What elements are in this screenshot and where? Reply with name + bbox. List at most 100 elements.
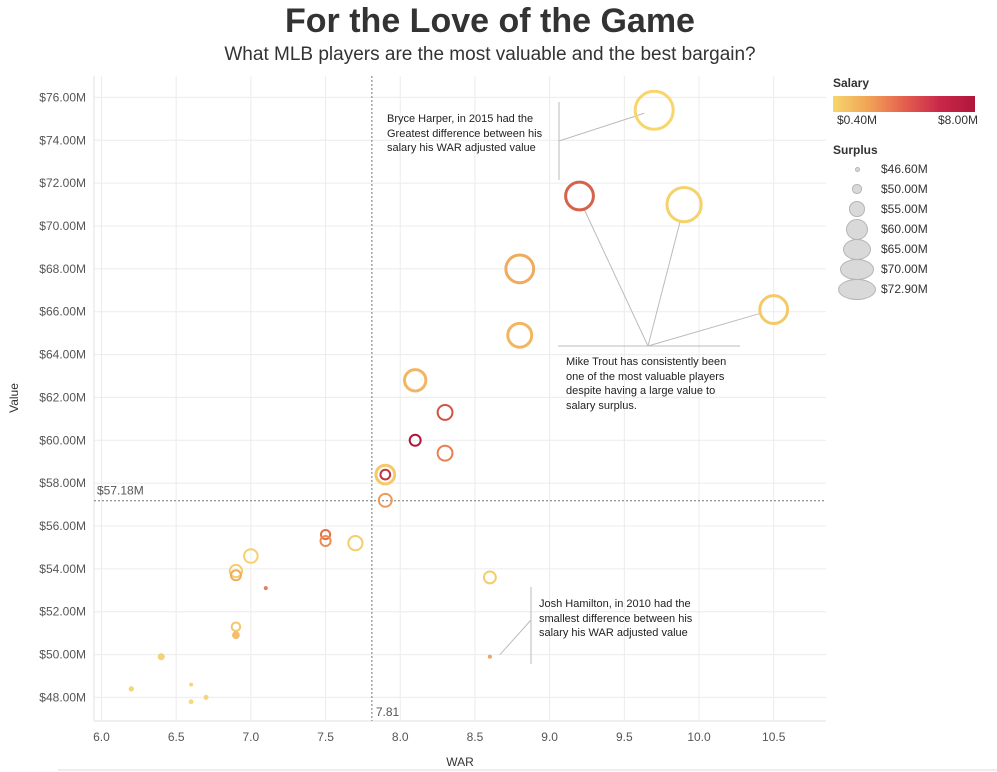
size-circle bbox=[854, 166, 860, 172]
data-point bbox=[243, 548, 259, 564]
surplus-legend-label: $46.60M bbox=[881, 162, 928, 176]
data-point bbox=[403, 368, 428, 393]
size-circle bbox=[849, 201, 865, 217]
data-point bbox=[758, 294, 790, 325]
y-tick-label: $68.00M bbox=[39, 262, 86, 276]
data-point bbox=[229, 569, 242, 582]
salary-color-scale bbox=[833, 96, 975, 112]
surplus-legend-item: $46.60M bbox=[833, 159, 993, 179]
data-point bbox=[504, 253, 536, 285]
x-axis-title: WAR bbox=[446, 755, 474, 769]
data-point bbox=[263, 586, 268, 591]
data-point bbox=[319, 528, 332, 541]
y-axis-title: Value bbox=[7, 383, 21, 413]
data-point bbox=[482, 570, 497, 585]
data-point bbox=[228, 563, 244, 579]
y-tick-label: $56.00M bbox=[39, 519, 86, 533]
y-tick-label: $48.00M bbox=[39, 690, 86, 704]
data-point bbox=[203, 694, 209, 700]
y-tick-label: $58.00M bbox=[39, 476, 86, 490]
surplus-legend-swatch bbox=[833, 201, 881, 217]
x-tick-label: 9.5 bbox=[616, 730, 633, 744]
salary-scale-labels: $0.40M $8.00M bbox=[833, 113, 978, 127]
annotation-harper: Bryce Harper, in 2015 had the Greatest d… bbox=[387, 113, 543, 154]
data-points bbox=[128, 89, 790, 705]
data-point bbox=[189, 682, 194, 687]
trout-leader-3 bbox=[647, 313, 760, 347]
legend: Salary $0.40M $8.00M Surplus $46.60M $50.… bbox=[833, 76, 993, 300]
harper-leader bbox=[558, 112, 645, 142]
surplus-legend-label: $72.90M bbox=[881, 282, 928, 296]
y-tick-label: $62.00M bbox=[39, 390, 86, 404]
y-tick-label: $70.00M bbox=[39, 219, 86, 233]
size-circle bbox=[842, 238, 872, 260]
size-circle bbox=[839, 258, 875, 280]
y-tick-label: $60.00M bbox=[39, 433, 86, 447]
y-tick-label: $52.00M bbox=[39, 605, 86, 619]
y-tick-label: $66.00M bbox=[39, 305, 86, 319]
surplus-legend-swatch bbox=[833, 238, 881, 260]
data-point bbox=[347, 535, 364, 552]
y-tick-label: $76.00M bbox=[39, 90, 86, 104]
chart-title: For the Love of the Game bbox=[285, 2, 695, 40]
data-point bbox=[436, 444, 454, 462]
surplus-legend-swatch bbox=[833, 184, 881, 194]
surplus-size-legend: $46.60M $50.00M $55.00M $60.00M $65.00M $70.0… bbox=[833, 159, 993, 300]
data-point bbox=[379, 468, 392, 481]
surplus-legend-swatch bbox=[833, 278, 881, 300]
reference-lines: 7.81 $57.18M bbox=[94, 76, 826, 721]
data-point bbox=[633, 89, 675, 131]
trout-leader-1 bbox=[584, 209, 649, 347]
surplus-legend-item: $55.00M bbox=[833, 199, 993, 219]
salary-legend-title: Salary bbox=[833, 76, 870, 90]
surplus-legend-label: $50.00M bbox=[881, 182, 928, 196]
x-tick-label: 7.0 bbox=[243, 730, 260, 744]
chart-subtitle: What MLB players are the most valuable a… bbox=[224, 44, 756, 65]
y-tick-label: $72.00M bbox=[39, 176, 86, 190]
data-point bbox=[374, 463, 397, 486]
axes: $48.00M $50.00M $52.00M $54.00M $56.00M $58.0… bbox=[7, 90, 786, 769]
data-point bbox=[564, 180, 595, 212]
surplus-legend-label: $70.00M bbox=[881, 262, 928, 276]
surplus-legend-item: $65.00M bbox=[833, 238, 993, 260]
x-tick-label: 9.0 bbox=[541, 730, 558, 744]
y-tick-label: $64.00M bbox=[39, 348, 86, 362]
salary-max-label: $8.00M bbox=[937, 113, 978, 127]
size-circle bbox=[846, 218, 868, 240]
data-point bbox=[157, 653, 165, 661]
y-tick-label: $74.00M bbox=[39, 133, 86, 147]
surplus-legend-swatch bbox=[833, 166, 881, 172]
data-point bbox=[377, 492, 393, 508]
trout-leader-2 bbox=[647, 221, 681, 347]
x-tick-label: 8.0 bbox=[392, 730, 409, 744]
surplus-legend-label: $65.00M bbox=[881, 242, 928, 256]
surplus-legend-item: $70.00M bbox=[833, 258, 993, 280]
surplus-legend-label: $55.00M bbox=[881, 202, 928, 216]
size-circle bbox=[838, 278, 876, 300]
data-point bbox=[128, 686, 135, 692]
data-point bbox=[408, 433, 422, 447]
data-point bbox=[506, 321, 534, 349]
size-circle bbox=[852, 184, 862, 194]
surplus-legend-swatch bbox=[833, 258, 881, 280]
annotation-leader-lines bbox=[499, 102, 760, 664]
data-point bbox=[232, 631, 240, 640]
surplus-legend-swatch bbox=[833, 218, 881, 240]
grid bbox=[58, 76, 997, 771]
salary-min-label: $0.40M bbox=[837, 113, 878, 127]
data-point bbox=[230, 621, 242, 632]
x-tick-label: 10.5 bbox=[762, 730, 786, 744]
surplus-legend-title: Surplus bbox=[833, 143, 878, 157]
data-point bbox=[436, 403, 454, 421]
annotation-trout: Mike Trout has consistently been one of … bbox=[566, 356, 727, 412]
y-tick-label: $50.00M bbox=[39, 648, 86, 662]
x-tick-label: 7.5 bbox=[317, 730, 334, 744]
x-tick-label: 8.5 bbox=[467, 730, 484, 744]
surplus-legend-item: $50.00M bbox=[833, 179, 993, 199]
surplus-legend-item: $72.90M bbox=[833, 278, 993, 300]
x-tick-label: 6.5 bbox=[168, 730, 185, 744]
data-point bbox=[665, 185, 703, 224]
y-tick-label: $54.00M bbox=[39, 562, 86, 576]
annotation-hamilton: Josh Hamilton, in 2010 had the smallest … bbox=[539, 598, 693, 639]
data-point bbox=[487, 654, 492, 659]
